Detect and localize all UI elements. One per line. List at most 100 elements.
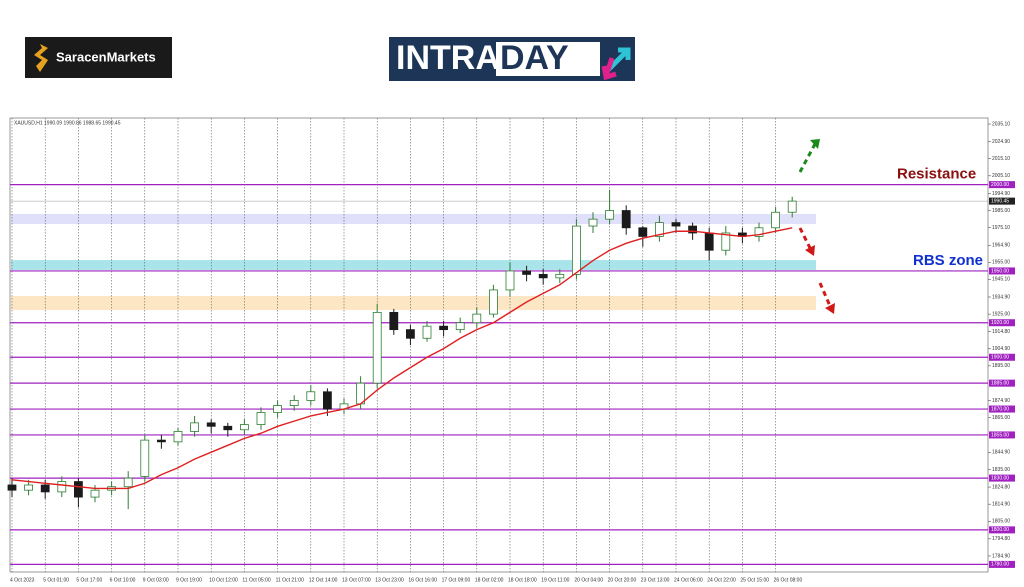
level-tag [989,431,1015,439]
x-tick-label: 16 Oct 16:00 [408,577,437,583]
candle-body [156,439,166,443]
y-tick-label: 1784.90 [992,553,1010,559]
level-label: 2000.00 [991,182,1009,188]
level-tag [989,405,1015,413]
x-tick-label: 18 Oct 18:00 [508,577,537,583]
y-tick-label: 1904.90 [992,346,1010,352]
candle-body [787,200,797,213]
level-label: 1885.00 [991,380,1009,386]
x-tick-label: 18 Oct 02:00 [475,577,504,583]
candle-body [721,232,731,251]
candle-body [389,311,399,331]
x-tick-label: 5 Oct 01:00 [43,577,69,583]
candle-body [40,484,50,493]
down-arrow [818,282,832,307]
candle-body [256,412,266,425]
x-tick-label: 11 Oct 21:00 [276,577,304,583]
candle-body [7,484,17,491]
x-tick-label: 4 Oct 2023 [10,577,35,583]
x-tick-label: 20 Oct 04:00 [574,577,603,583]
level-tag [989,181,1015,189]
y-tick-label: 1955.00 [992,260,1010,266]
x-tick-label: 25 Oct 15:00 [740,577,769,583]
y-tick-label: 1985.00 [992,208,1010,214]
candle-body [289,400,299,406]
level-label: 1950.00 [991,268,1009,274]
x-tick-label: 23 Oct 13:00 [641,577,670,583]
candle-body [472,313,482,324]
candle-body [74,481,83,498]
candle-body [140,439,150,477]
banner-box [496,42,600,76]
level-tag [989,560,1015,568]
y-tick-label: 1895.00 [992,363,1010,369]
candle-body [588,218,598,227]
banner-arrow-down [601,57,617,81]
candle-body [688,225,697,234]
x-tick-label: 9 Oct 19:00 [176,577,202,583]
chart-title: XAUUSD,H1 1990.09 1990.86 1988.65 1990.4… [14,120,121,126]
candle-body [655,222,664,237]
banner-left: INTRA [396,39,500,77]
brand-logo [25,37,172,78]
y-tick-label: 2035.10 [992,121,1010,127]
x-tick-label: 13 Oct 23:00 [375,577,404,583]
y-tick-label: 1805.00 [992,519,1010,525]
banner-right: DAY [500,39,569,77]
candle-body [206,422,216,427]
y-tick-label: 1794.80 [992,536,1010,542]
candle-body [223,425,233,431]
zone [11,213,816,224]
y-tick-label: 1874.90 [992,398,1010,404]
y-tick-label: 1975.10 [992,225,1010,231]
candle-body [90,489,100,498]
level-label: 1830.00 [991,475,1009,481]
y-tick-label: 1964.90 [992,243,1010,249]
level-label: 1920.00 [991,320,1009,326]
candle-body [24,484,34,491]
candle-body [572,225,581,275]
x-tick-label: 6 Oct 10:00 [110,577,136,583]
x-tick-label: 13 Oct 07:00 [342,577,371,583]
x-tick-label: 12 Oct 14:00 [309,577,338,583]
candle-body [621,210,631,229]
y-tick-label: 1865.00 [992,415,1010,421]
y-tick-label: 1814.90 [992,501,1010,507]
candle-body [671,222,681,227]
x-tick-label: 17 Oct 09:00 [442,577,471,583]
y-tick-label: 1824.80 [992,484,1010,490]
level-tag [989,319,1015,327]
candle-body [372,311,382,384]
candle-body [322,391,332,410]
last-price-tag [989,197,1015,205]
x-tick-label: 10 Oct 12:00 [209,577,238,583]
candle-body [173,431,183,443]
level-label: 1870.00 [991,406,1009,412]
y-tick-label: 1835.00 [992,467,1010,473]
candle-body [190,422,200,432]
candle-body [306,391,316,401]
x-tick-label: 9 Oct 03:00 [143,577,169,583]
x-tick-label: 11 Oct 05:00 [242,577,270,583]
candle-body [505,270,515,291]
candle-body [555,273,565,279]
candle-body [704,232,714,251]
candle-body [405,329,415,339]
candle-body [522,270,531,275]
y-tick-label: 1934.90 [992,294,1010,300]
up-arrow-head [810,139,820,149]
x-tick-label: 5 Oct 17:00 [76,577,102,583]
candle-body [57,481,67,493]
candle-body [605,210,614,220]
brand-name: SaracenMarkets [56,49,156,64]
y-tick-label: 1925.00 [992,311,1010,317]
level-label: 1900.00 [991,355,1009,361]
down-arrow [798,227,812,249]
last-price-label: 1990.45 [991,198,1009,204]
x-tick-label: 20 Oct 20:00 [608,577,637,583]
candle-body [439,325,449,331]
y-tick-label: 1914.80 [992,329,1010,335]
x-tick-label: 19 Oct 11:00 [541,577,569,583]
candle-body [638,227,648,237]
down-arrow-head [825,303,835,314]
